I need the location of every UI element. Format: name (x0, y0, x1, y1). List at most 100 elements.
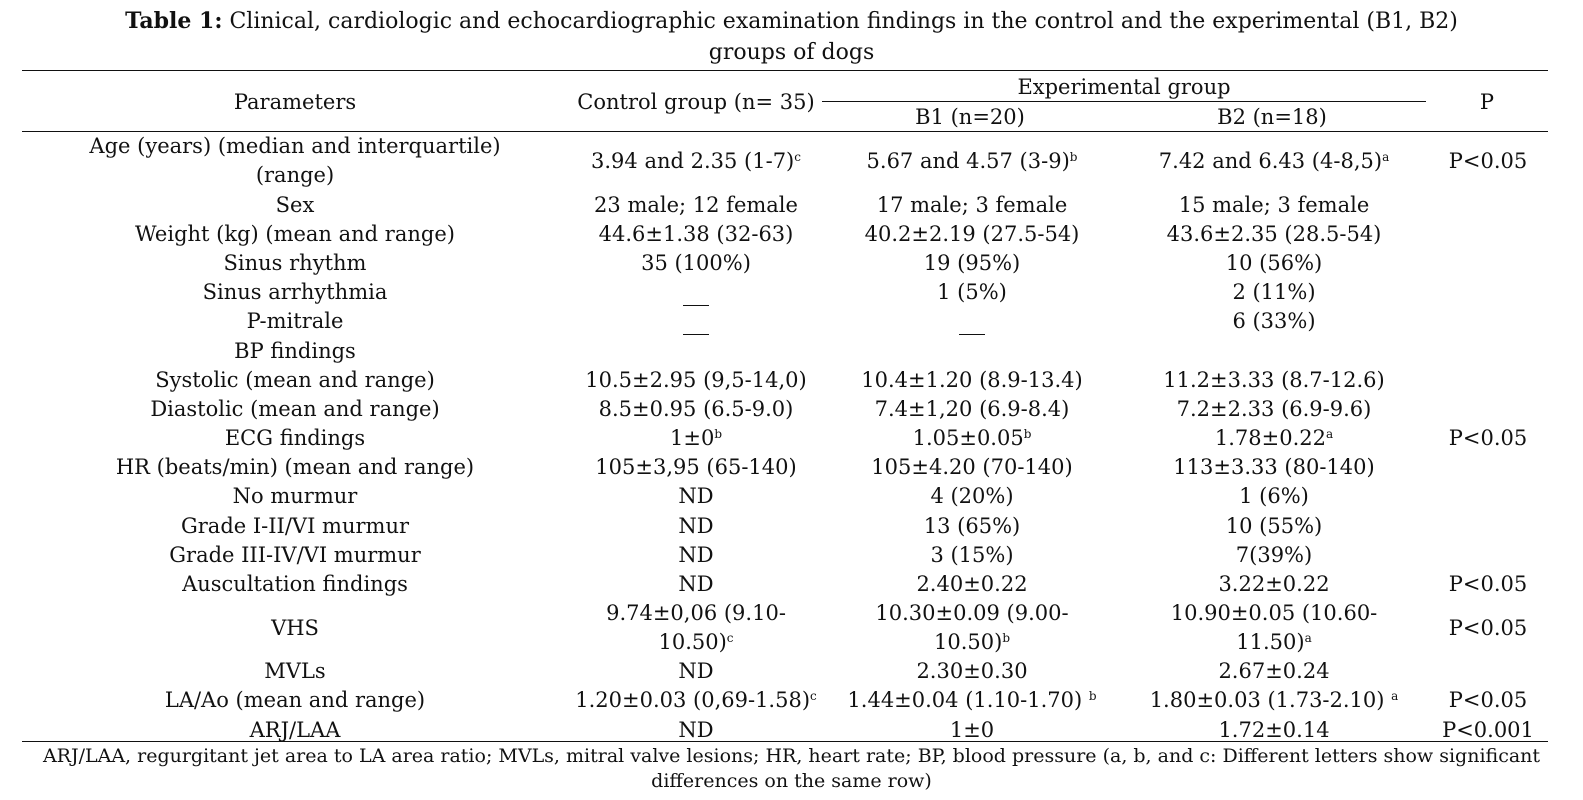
parameter-cell: Systolic (mean and range) (22, 365, 568, 394)
footnote-line-2: differences on the same row) (651, 770, 932, 792)
table-row: No murmur ND 4 (20%) 1 (6%) (22, 482, 1548, 511)
b1-cell: 1.05±0.05b (824, 424, 1120, 453)
b2-cell: 1.72±0.14 (1120, 715, 1428, 744)
b2-text: 15 male; 3 female (1178, 192, 1370, 217)
parameter-cell: ECG findings (22, 424, 568, 453)
control-line: 9.74±0,06 (9.10- (568, 599, 824, 628)
b1-cell: 1.44±0.04 (1.10-1.70) b (824, 686, 1120, 715)
table-row: Grade I-II/VI murmur ND 13 (65%) 10 (55%) (22, 511, 1548, 540)
param-text: HR (beats/min) (mean and range) (115, 455, 475, 480)
b2-text: 10.90±0.05 (10.60- (1170, 600, 1378, 625)
parameter-cell: P-mitrale (22, 307, 568, 336)
b2-text: 10 (56%) (1225, 250, 1323, 275)
p-text: P<0.001 (1442, 717, 1534, 742)
control-text: ND (678, 717, 714, 742)
p-cell (1428, 219, 1548, 248)
control-cell: 1.20±0.03 (0,69-1.58)c (568, 686, 824, 715)
table-row: Sinus rhythm 35 (100%) 19 (95%) 10 (56%) (22, 248, 1548, 277)
control-text: ND (678, 659, 714, 684)
p-cell: P<0.05 (1428, 132, 1548, 190)
parameter-cell: ARJ/LAA (22, 715, 568, 744)
b1-text: 2.40±0.22 (916, 572, 1028, 597)
control-cell: 10.5±2.95 (9,5-14,0) (568, 365, 824, 394)
b1-cell: 1±0 (824, 715, 1120, 744)
p-cell (1428, 657, 1548, 686)
param-text: P-mitrale (246, 309, 344, 334)
p-cell (1428, 511, 1548, 540)
table-row: ECG findings 1±0b 1.05±0.05b 1.78±0.22a P<0.… (22, 424, 1548, 453)
header-parameters: Parameters (233, 90, 357, 114)
b2-text: 2.67±0.24 (1218, 659, 1330, 684)
p-cell (1428, 278, 1548, 307)
significance-letter: a (1391, 689, 1399, 704)
b2-text: 6 (33%) (1232, 309, 1316, 334)
header-experimental-group: Experimental group (1017, 75, 1231, 99)
param-text: Sex (275, 192, 315, 217)
header-p: P (1479, 90, 1495, 114)
header-rule (22, 131, 1548, 132)
control-cell: 3.94 and 2.35 (1-7)c (568, 132, 824, 190)
control-cell (568, 278, 824, 307)
significance-letter: a (1382, 150, 1390, 164)
significance-letter: c (810, 689, 817, 704)
b1-text: 10.4±1.20 (8.9-13.4) (861, 367, 1083, 392)
b1-cell: 3 (15%) (824, 540, 1120, 569)
b2-text: 1.72±0.14 (1218, 717, 1330, 742)
parameter-cell: Sinus rhythm (22, 248, 568, 277)
significance-letter: a (1304, 630, 1312, 645)
b1-cell: 19 (95%) (824, 248, 1120, 277)
caption-text: Clinical, cardiologic and echocardiograp… (222, 9, 1458, 34)
p-text: P<0.05 (1448, 572, 1528, 597)
control-cell: 23 male; 12 female (568, 190, 824, 219)
control-cell: 105±3,95 (65-140) (568, 453, 824, 482)
param-text: Auscultation findings (182, 572, 408, 597)
control-text: 8.5±0.95 (6.5-9.0) (598, 396, 794, 421)
b2-cell: 6 (33%) (1120, 307, 1428, 336)
table-row: Systolic (mean and range) 10.5±2.95 (9,5-… (22, 365, 1548, 394)
parameter-cell: No murmur (22, 482, 568, 511)
b1-cell: 13 (65%) (824, 511, 1120, 540)
param-text: LA/Ao (mean and range) (164, 688, 426, 713)
b2-text: 7.2±2.33 (6.9-9.6) (1176, 396, 1372, 421)
caption-line-2: groups of dogs (708, 40, 875, 65)
control-text: 1.20±0.03 (0,69-1.58) (575, 688, 811, 713)
b1-cell: 5.67 and 4.57 (3-9)b (824, 132, 1120, 190)
p-cell: P<0.05 (1428, 686, 1548, 715)
b1-cell: 4 (20%) (824, 482, 1120, 511)
table-footnote: ARJ/LAA, regurgitant jet area to LA area… (0, 744, 1583, 794)
footnote-line-1: ARJ/LAA, regurgitant jet area to LA area… (42, 745, 1541, 767)
b1-text: 1.05±0.05 (912, 426, 1024, 451)
parameter-cell: Sinus arrhythmia (22, 278, 568, 307)
control-cell: ND (568, 657, 824, 686)
table-row: ARJ/LAA ND 1±0 1.72±0.14 P<0.001 (22, 715, 1548, 744)
param-text: Weight (kg) (mean and range) (135, 221, 455, 246)
b1-cell: 10.30±0.09 (9.00- 10.50)b (824, 599, 1120, 657)
b2-cell: 2.67±0.24 (1120, 657, 1428, 686)
control-cell: 9.74±0,06 (9.10- 10.50)c (568, 599, 824, 657)
b2-line: 11.50)a (1120, 628, 1428, 657)
control-text: 1±0 (669, 426, 715, 451)
table-row: LA/Ao (mean and range) 1.20±0.03 (0,69-1.… (22, 686, 1548, 715)
b1-text: 105±4.20 (70-140) (871, 455, 1073, 480)
param-text: Sinus rhythm (223, 250, 367, 275)
control-text: ND (678, 513, 714, 538)
param-text: No murmur (232, 484, 358, 509)
b2-cell: 113±3.33 (80-140) (1120, 453, 1428, 482)
b1-cell: 1 (5%) (824, 278, 1120, 307)
b1-text: 2.30±0.30 (916, 659, 1028, 684)
parameter-cell: VHS (22, 599, 568, 657)
b1-text: 1±0 (949, 717, 995, 742)
b2-text: 1 (6%) (1239, 484, 1309, 509)
table-row: HR (beats/min) (mean and range) 105±3,95 … (22, 453, 1548, 482)
b2-cell: 43.6±2.35 (28.5-54) (1120, 219, 1428, 248)
significance-letter: c (794, 150, 801, 164)
b1-text: 13 (65%) (923, 513, 1021, 538)
b1-line: 10.50)b (824, 628, 1120, 657)
control-cell: ND (568, 715, 824, 744)
b1-cell: 2.30±0.30 (824, 657, 1120, 686)
caption-line-1: Table 1: Clinical, cardiologic and echoc… (0, 6, 1583, 37)
p-cell: P<0.001 (1428, 715, 1548, 744)
significance-letter: a (1325, 427, 1334, 442)
p-text: P<0.05 (1448, 426, 1528, 451)
param-text: (range) (255, 163, 335, 187)
